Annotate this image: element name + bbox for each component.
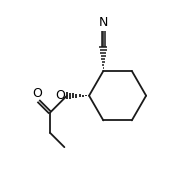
- Text: O: O: [56, 89, 66, 102]
- Text: O: O: [32, 87, 42, 100]
- Text: N: N: [99, 16, 108, 29]
